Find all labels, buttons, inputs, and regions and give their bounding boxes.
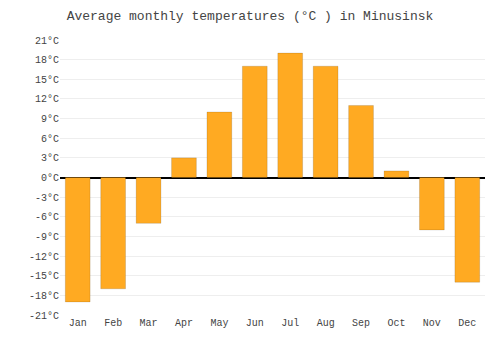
svg-text:May: May	[210, 318, 228, 329]
svg-text:Jun: Jun	[246, 318, 264, 329]
svg-text:Mar: Mar	[140, 318, 158, 329]
svg-text:Apr: Apr	[175, 318, 193, 329]
svg-text:Aug: Aug	[317, 318, 335, 329]
svg-text:9°C: 9°C	[41, 114, 59, 125]
svg-text:Sep: Sep	[352, 318, 370, 329]
svg-text:0°C: 0°C	[41, 173, 59, 184]
svg-text:-18°C: -18°C	[29, 291, 59, 302]
svg-text:-15°C: -15°C	[29, 271, 59, 282]
svg-text:-6°C: -6°C	[35, 212, 59, 223]
svg-text:15°C: 15°C	[35, 75, 59, 86]
svg-text:12°C: 12°C	[35, 94, 59, 105]
svg-text:-21°C: -21°C	[29, 311, 59, 322]
svg-text:Nov: Nov	[423, 318, 441, 329]
svg-text:-9°C: -9°C	[35, 232, 59, 243]
svg-text:6°C: 6°C	[41, 134, 59, 145]
svg-text:-3°C: -3°C	[35, 193, 59, 204]
svg-text:Jan: Jan	[69, 318, 87, 329]
svg-text:Dec: Dec	[458, 318, 476, 329]
svg-text:Jul: Jul	[281, 318, 299, 329]
svg-text:-12°C: -12°C	[29, 252, 59, 263]
svg-text:Average monthly temperatures (: Average monthly temperatures (°C ) in Mi…	[67, 9, 434, 24]
svg-text:21°C: 21°C	[35, 36, 59, 47]
svg-text:18°C: 18°C	[35, 55, 59, 66]
svg-text:Oct: Oct	[387, 318, 405, 329]
svg-text:Feb: Feb	[104, 318, 122, 329]
svg-text:3°C: 3°C	[41, 153, 59, 164]
